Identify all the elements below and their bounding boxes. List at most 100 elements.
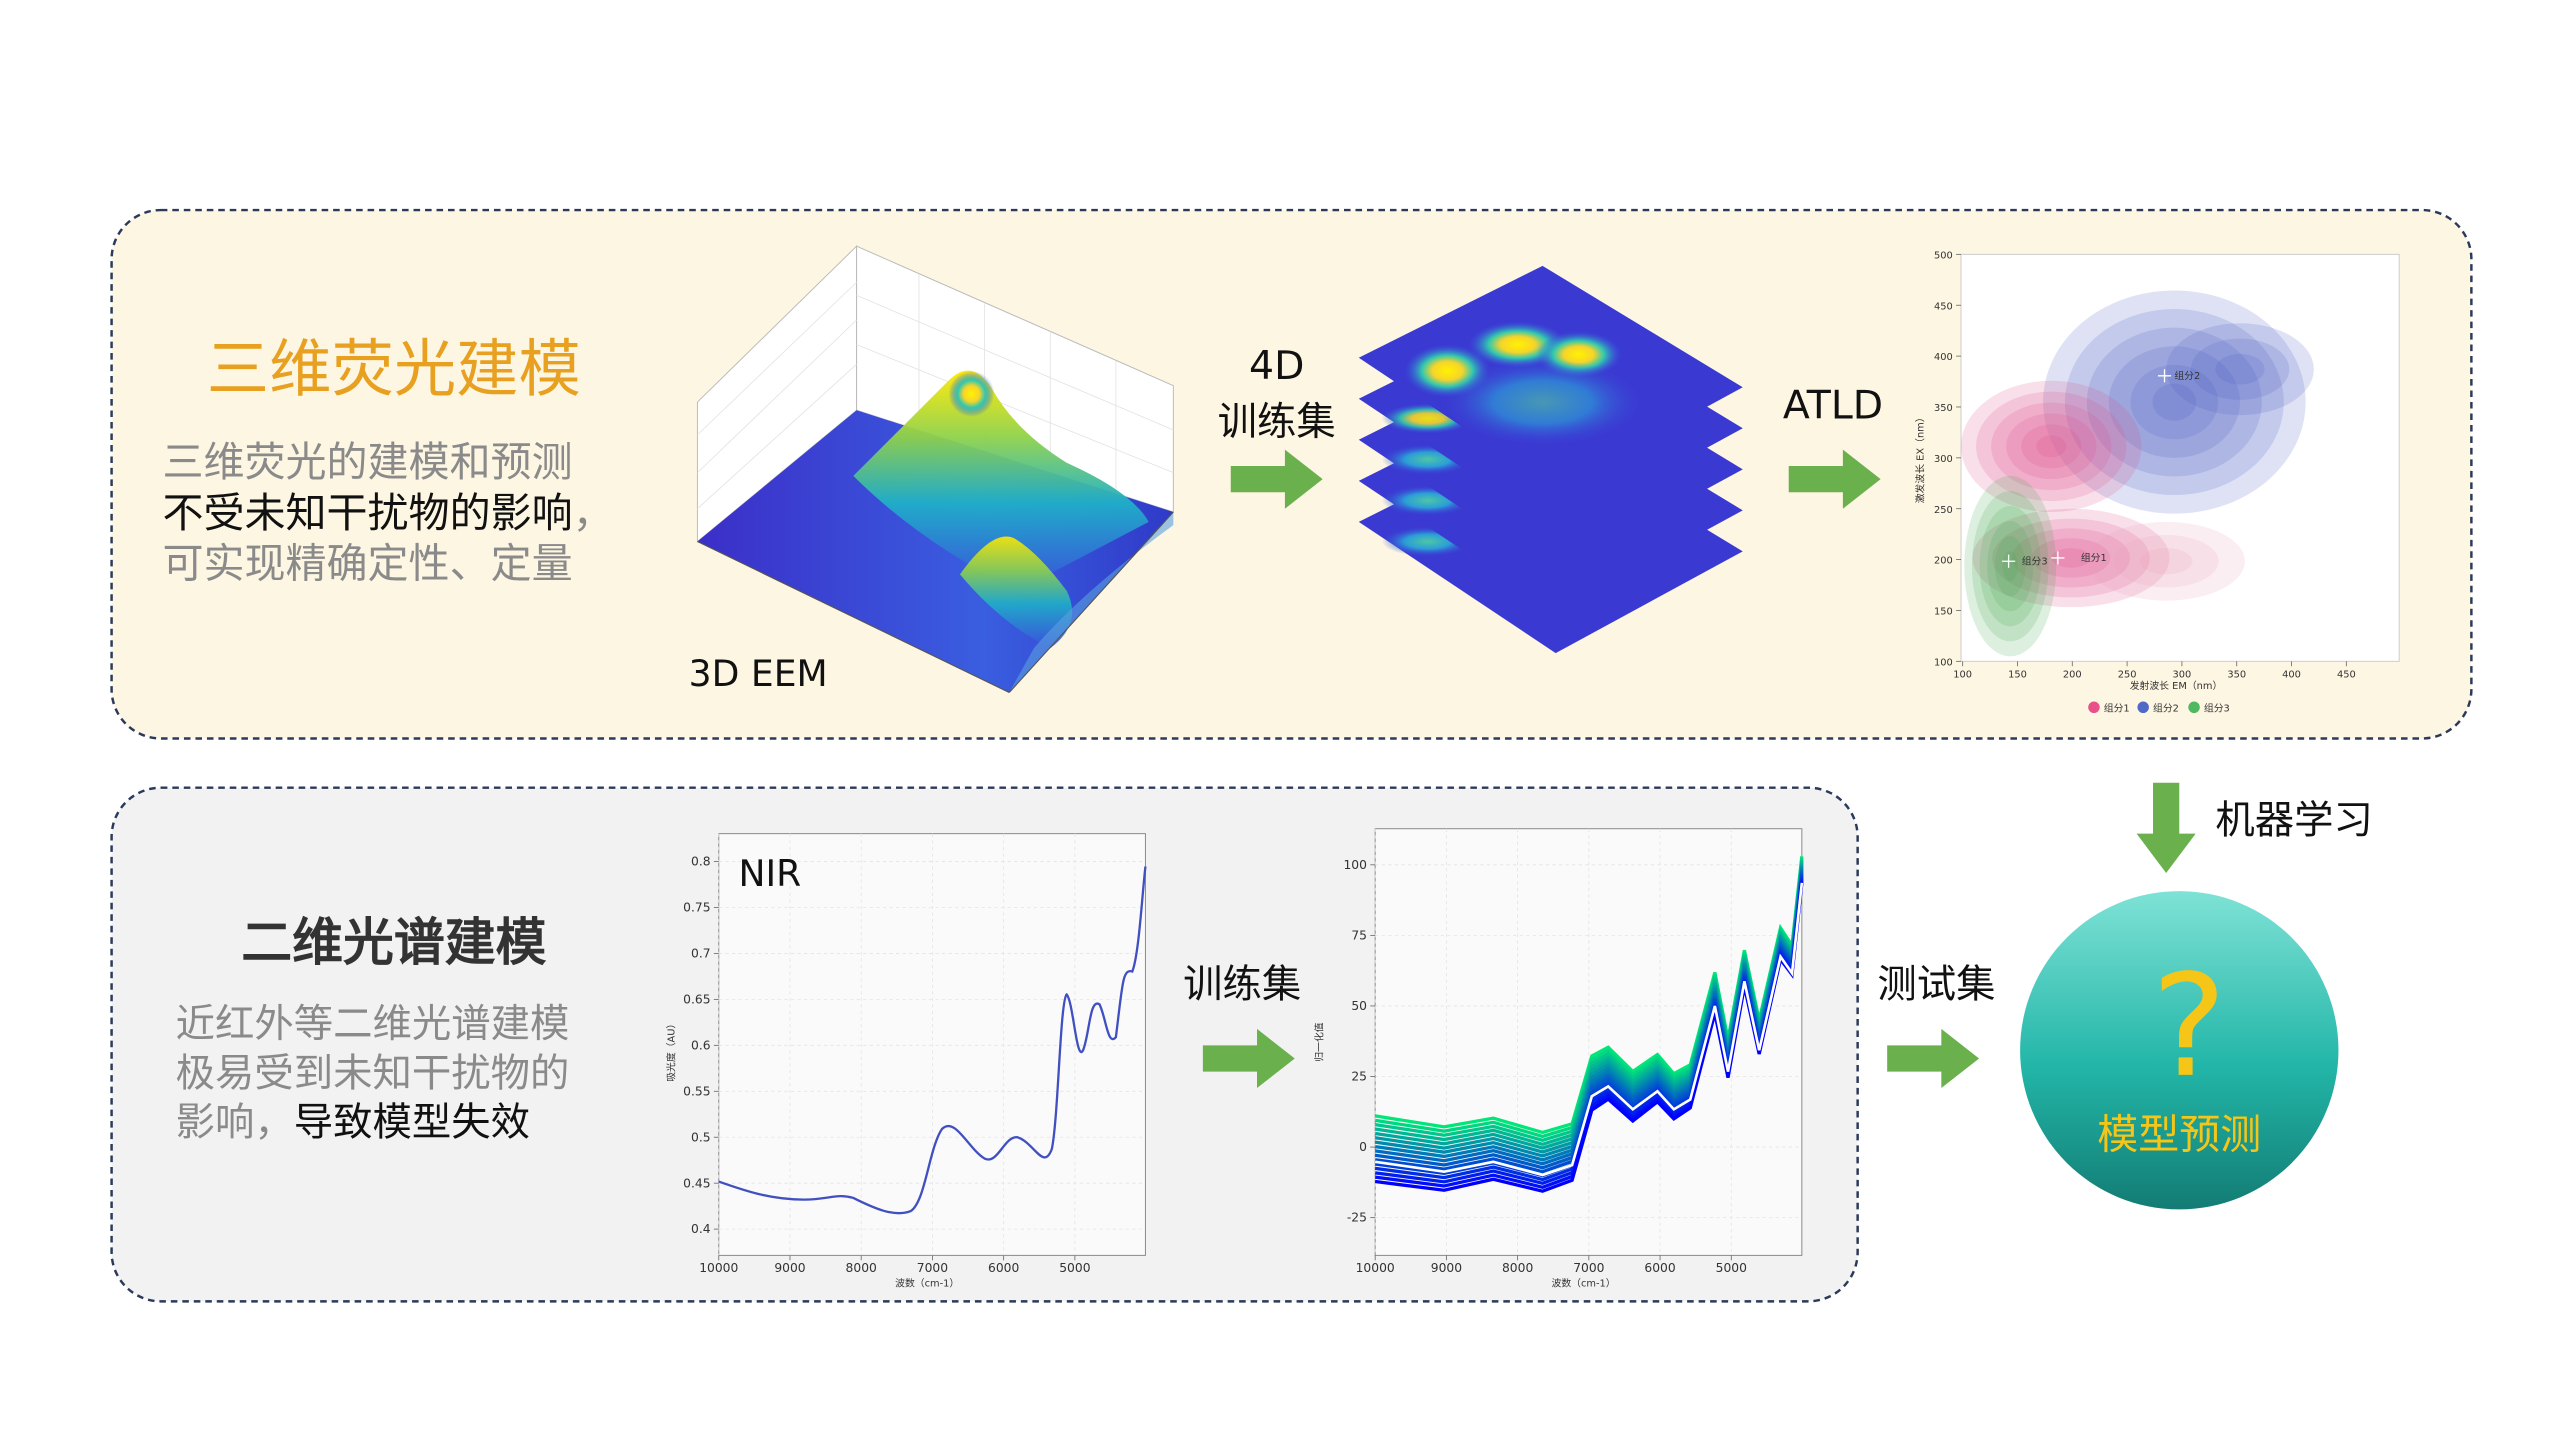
y-tick-label: 0.65 (683, 992, 710, 1006)
contour (2113, 534, 2219, 588)
prediction-label: 模型预测 (2097, 1111, 2261, 1159)
eem-desc-emph: 不受未知干扰物的影响 (162, 489, 572, 537)
centroid (2157, 369, 2172, 383)
x-axis-label: 波数（cm-1） (1552, 1277, 1616, 1290)
hotspot (1444, 359, 1642, 445)
spectrum-desc: 影响，导致模型失效 (176, 1100, 530, 1146)
contour (1979, 505, 2041, 627)
y-tick-label: 150 (1934, 607, 1953, 618)
contour (1961, 380, 2142, 512)
y-tick-label: 0.55 (683, 1084, 710, 1098)
y-tick-label: 200 (1934, 556, 1953, 567)
contour (2087, 521, 2245, 601)
normalized-spectra (1374, 856, 1804, 1193)
x-tick-label: 100 (1953, 670, 1972, 681)
y-axis-label: 吸光度（AU） (664, 1019, 677, 1082)
x-tick-label: 7000 (1573, 1261, 1604, 1275)
contour-plot (1960, 253, 2400, 662)
method-label: ATLD (1783, 382, 1883, 428)
arrow (1230, 449, 1323, 509)
contour (2043, 290, 2306, 514)
x-tick-label: 9000 (1431, 1261, 1462, 1275)
contour (2086, 327, 2262, 477)
contour (1976, 391, 2127, 502)
x-tick-label: 250 (2118, 670, 2137, 681)
x-tick-label: 5000 (1059, 1261, 1090, 1275)
x-tick-label: 6000 (1644, 1261, 1675, 1275)
legend-label: 组分2 (2153, 701, 2179, 714)
contour (2108, 346, 2240, 458)
y-tick-label: 100 (1934, 657, 1953, 668)
eem-desc: 不受未知干扰物的影响， (162, 489, 613, 537)
training-label: 4D (1249, 343, 1304, 389)
x-tick-label: 8000 (1502, 1261, 1533, 1275)
contour (2139, 548, 2193, 575)
contour (1994, 536, 2026, 597)
contour (2011, 528, 2131, 588)
y-tick-label: 450 (1934, 301, 1953, 312)
prediction-ball (2020, 891, 2339, 1210)
y-tick-label: 75 (1351, 928, 1367, 942)
training-label: 训练集 (1218, 399, 1336, 445)
spectrum-desc: 极易受到未知干扰物的 (176, 1050, 570, 1096)
contour (1992, 518, 2150, 598)
contour (2031, 538, 2111, 578)
spectrum-title: 二维光谱建模 (241, 913, 546, 972)
layer (1358, 265, 1743, 490)
eem-desc: 可实现精确定性、定量 (162, 540, 572, 588)
y-tick-label: 25 (1351, 1070, 1367, 1084)
x-tick-label: 400 (2282, 670, 2301, 681)
arrow (1202, 1028, 1295, 1088)
y-tick-label: 300 (1934, 454, 1953, 465)
y-tick-label: 0 (1359, 1140, 1367, 1154)
arrow (2136, 782, 2196, 874)
eem-desc: 三维荧光的建模和预测 (162, 438, 572, 486)
spectrum-desc-emph: 导致模型失效 (294, 1100, 530, 1146)
contour (2006, 413, 2097, 480)
y-axis-label: 归一化值 (1313, 1022, 1326, 1061)
x-tick-label: 9000 (774, 1261, 805, 1275)
x-tick-label: 10000 (699, 1261, 738, 1275)
contour (2130, 364, 2219, 440)
contours (1961, 290, 2314, 657)
x-axis-label: 波数（cm-1） (895, 1277, 959, 1290)
spectrum-desc: 影响， (176, 1100, 294, 1146)
nir-label: NIR (738, 852, 801, 895)
x-tick-label: 150 (2008, 670, 2027, 681)
nir-spectrum (718, 866, 1147, 1215)
legend: 组分1 组分2 组分3 (2088, 701, 2230, 714)
x-tick-label: 5000 (1716, 1261, 1747, 1275)
prediction-symbol: ? (2152, 945, 2227, 1109)
x-tick-label: 10000 (1356, 1261, 1395, 1275)
y-tick-label: 100 (1343, 858, 1366, 872)
legend-label: 组分3 (2204, 701, 2230, 714)
contour (2152, 383, 2197, 421)
component-label: 组分1 (2081, 551, 2107, 564)
y-tick-label: -25 (1347, 1211, 1367, 1225)
contour (2021, 424, 2082, 469)
contour (1991, 402, 2112, 491)
arrow (1887, 1028, 1980, 1088)
x-tick-label: 350 (2227, 670, 2246, 681)
y-tick-label: 0.5 (691, 1130, 711, 1144)
contour (2002, 551, 2018, 582)
eem-title: 三维荧光建模 (207, 333, 581, 406)
learning-label: 机器学习 (2215, 798, 2373, 844)
y-tick-label: 0.6 (691, 1038, 711, 1052)
component-label: 组分2 (2174, 369, 2200, 382)
contour (2166, 323, 2314, 416)
eem-surface (696, 244, 1174, 694)
x-tick-label: 450 (2337, 670, 2356, 681)
y-tick-label: 500 (1934, 250, 1953, 261)
y-tick-label: 0.7 (691, 947, 711, 961)
contour (1964, 475, 2057, 657)
y-axis-label: 激发波长 EX（nm） (1913, 412, 1926, 503)
x-tick-label: 8000 (846, 1261, 877, 1275)
contour (1971, 490, 2049, 642)
eem-label: 3D EEM (689, 652, 828, 695)
test-label: 测试集 (1877, 962, 1995, 1008)
x-tick-label: 300 (2173, 670, 2192, 681)
y-tick-label: 400 (1934, 352, 1953, 363)
